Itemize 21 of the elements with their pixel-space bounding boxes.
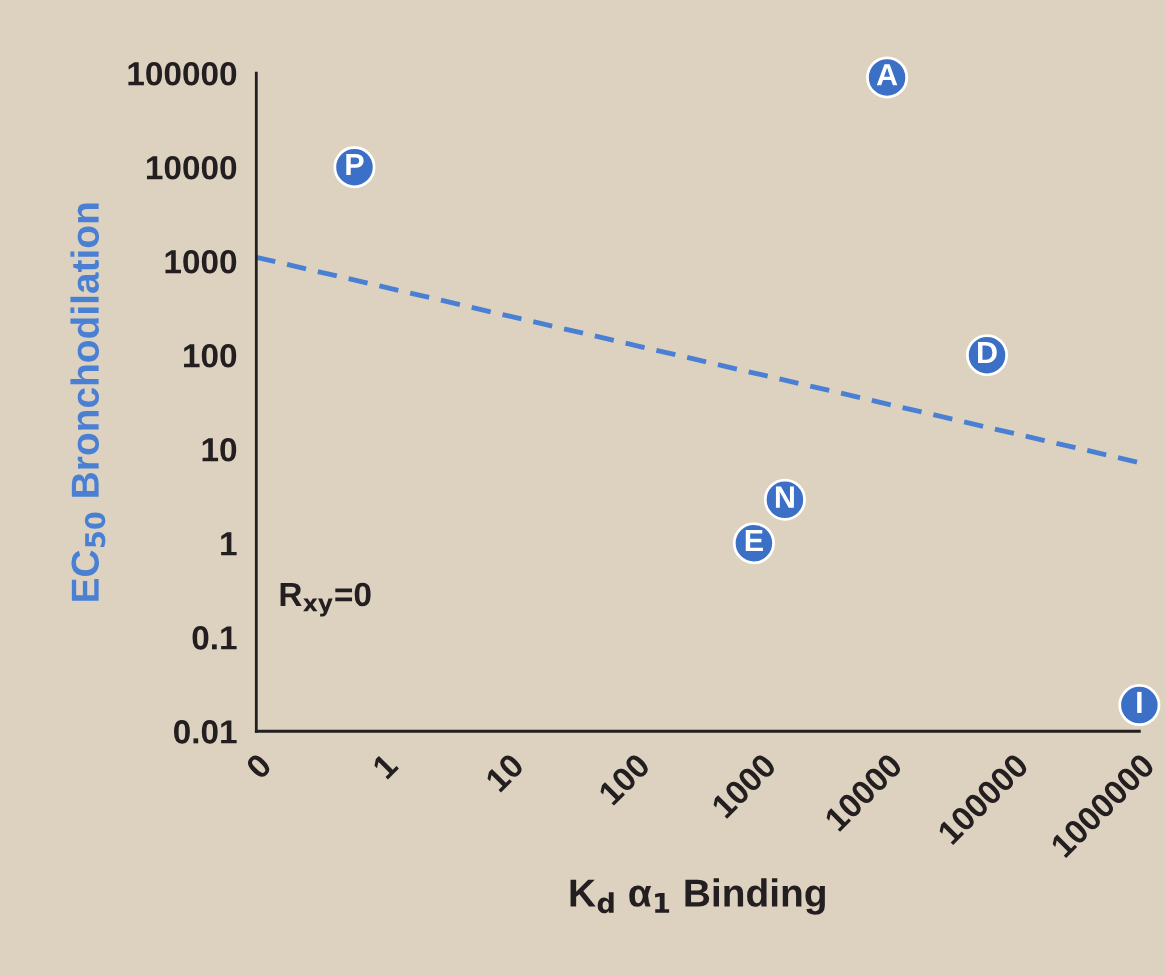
y-tick-label: 1000 [165, 249, 237, 274]
y-tick-label: 1 [221, 532, 237, 556]
y-tick-label: 10000 [146, 155, 237, 180]
x-tick-label: 1 [371, 752, 399, 780]
data-label: A [876, 64, 898, 86]
y-tick-label: 0.01 [174, 720, 237, 744]
data-label: P [346, 154, 364, 176]
data-label: E [745, 530, 763, 552]
y-tick-label: 0.1 [192, 626, 237, 650]
data-label: D [978, 342, 997, 364]
data-label: I [1137, 691, 1142, 713]
y-tick-label: 10 [202, 438, 237, 462]
annotation: R$_{xy}$=0 [280, 582, 371, 617]
y-tick-label: 100000 [128, 61, 237, 86]
y-axis-title: EC$_{50}$ Bronchodilation [70, 203, 106, 601]
x-tick-label: 0 [244, 752, 273, 781]
data-label: N [775, 486, 794, 508]
x-tick-label: 10 [484, 752, 525, 793]
x-tick-label: 100 [597, 752, 652, 806]
x-axis-title: K$_{d}$ α$_{1}$ Binding [570, 878, 825, 915]
y-tick-label: 100 [184, 343, 237, 368]
